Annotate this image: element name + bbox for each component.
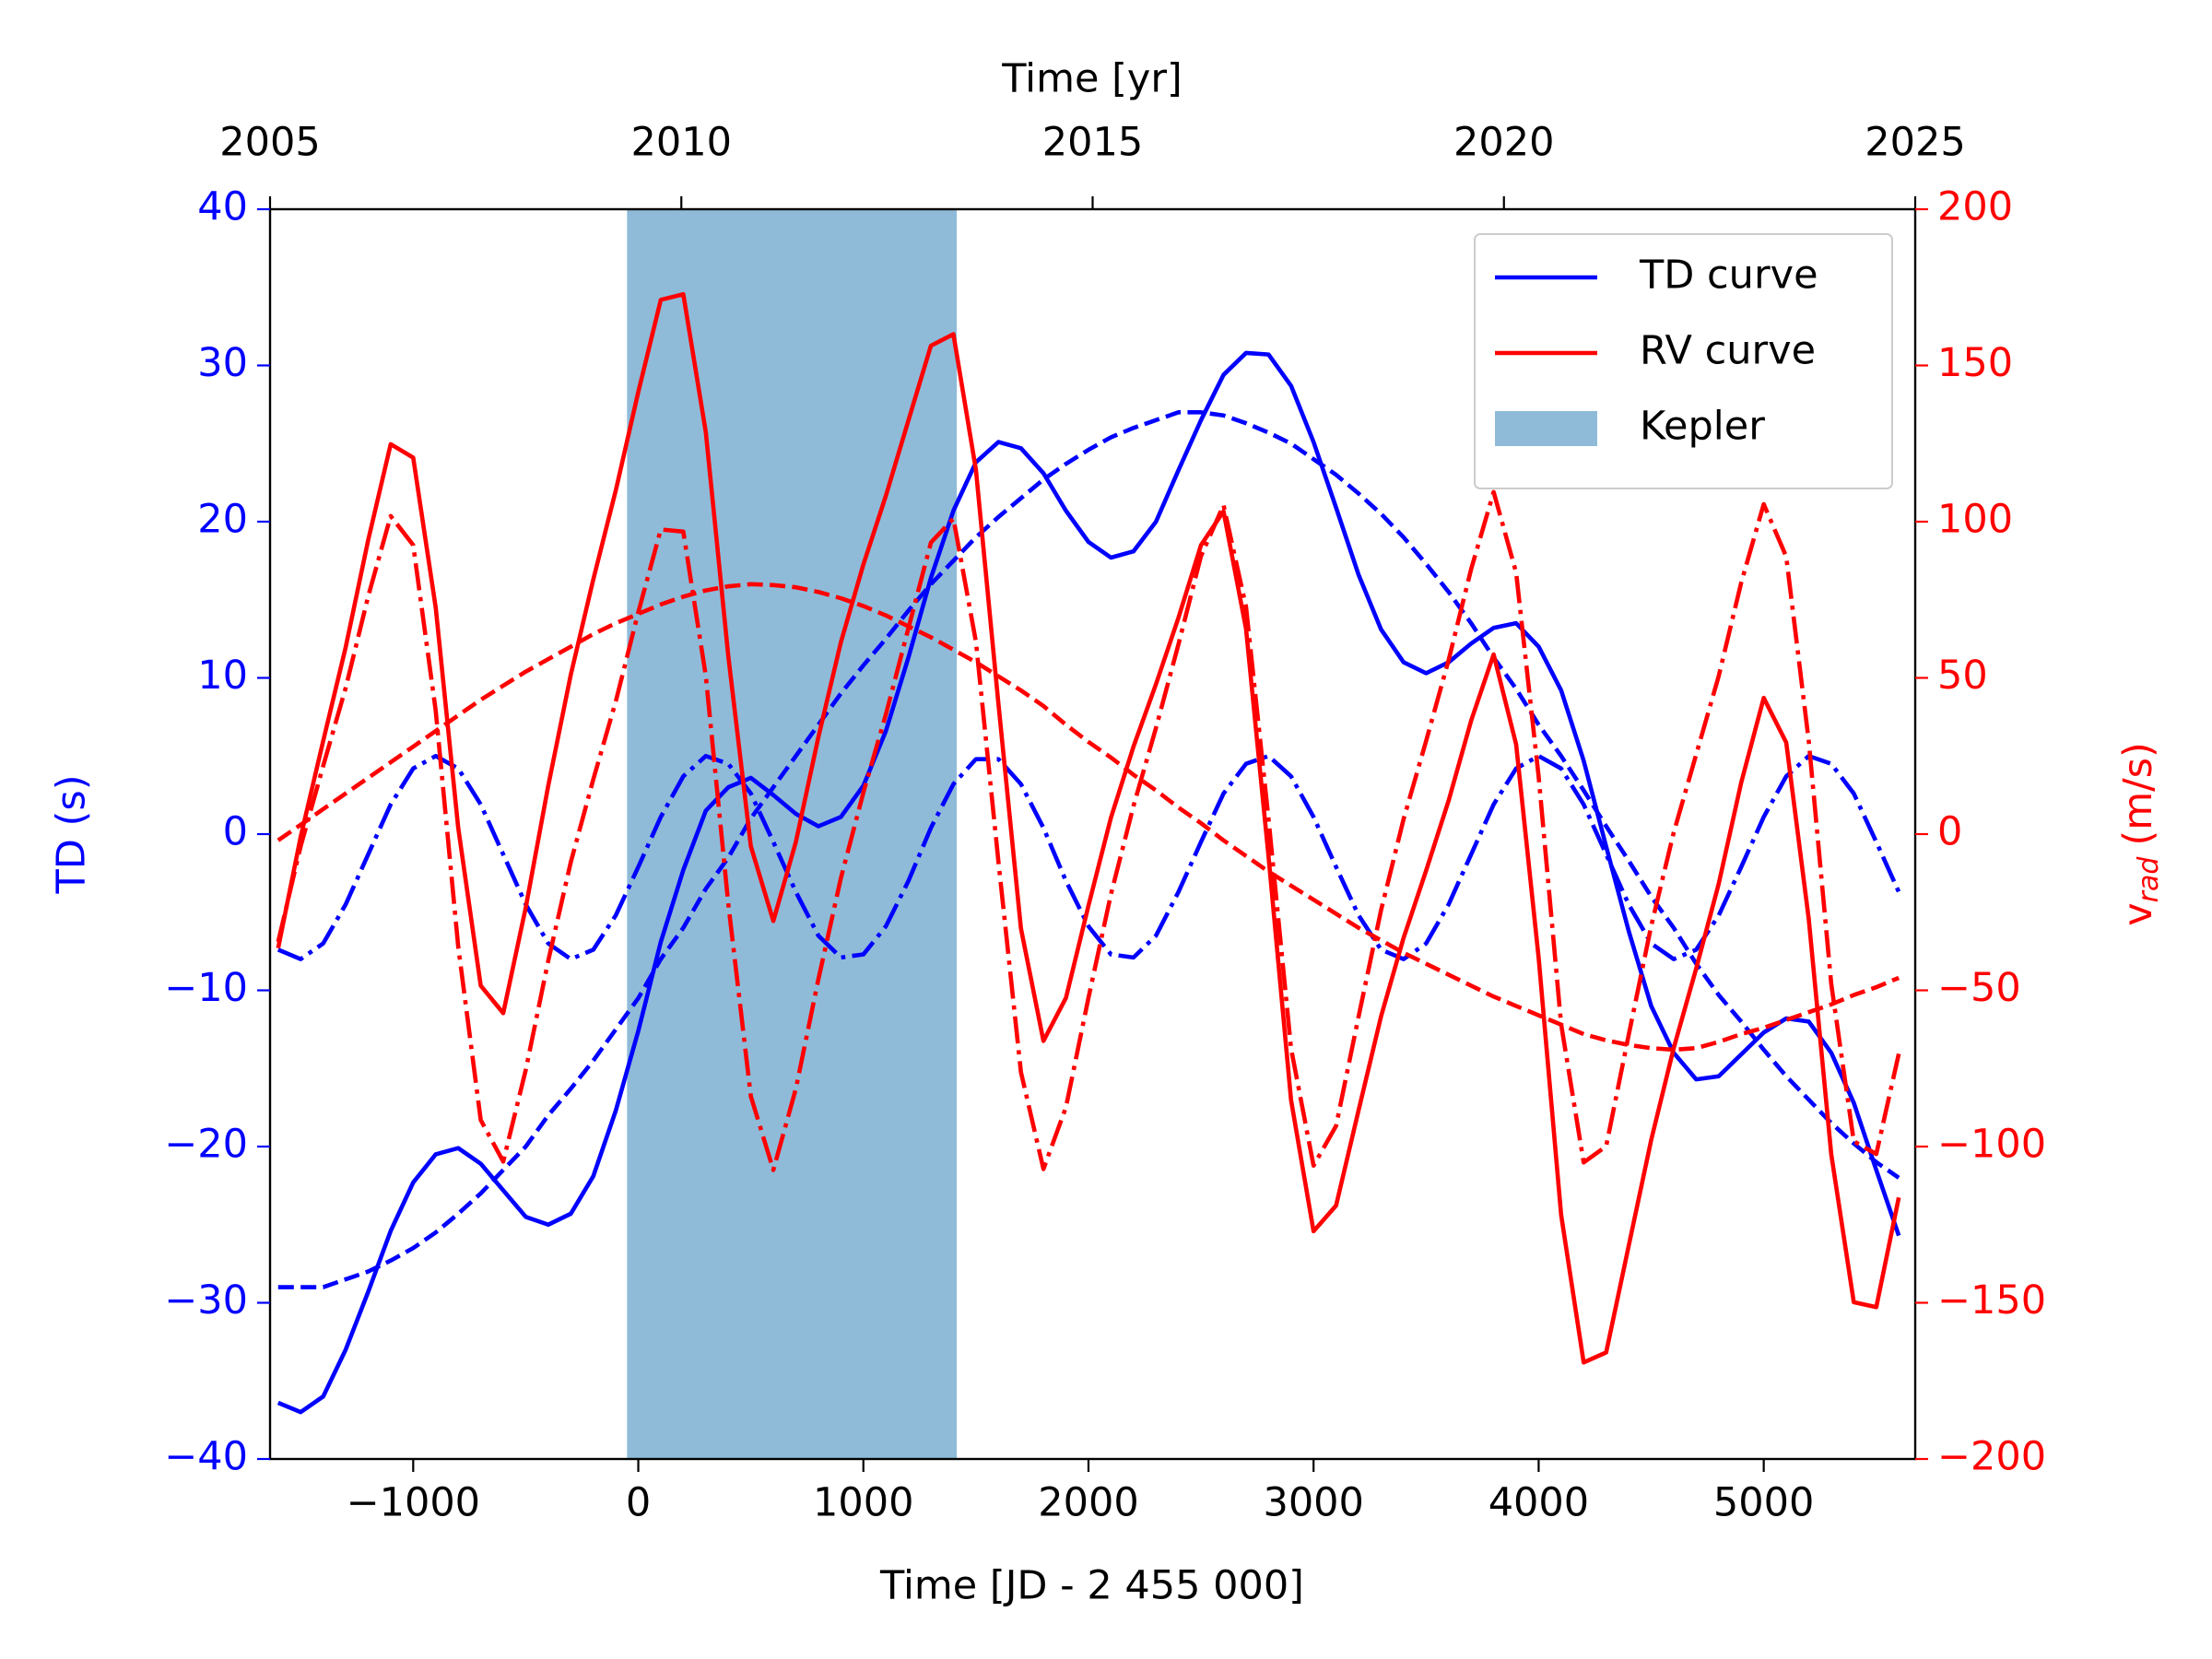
y2-tick-label: 100 (1937, 497, 2013, 543)
y2-tick-label: 200 (1937, 184, 2013, 230)
legend-label: RV curve (1640, 328, 1816, 374)
x-tick-label: 3000 (1263, 1480, 1363, 1526)
top-tick-label: 2010 (631, 120, 732, 166)
series-line (276, 753, 1901, 961)
series-line (276, 489, 1901, 1172)
top-tick-label: 2015 (1042, 120, 1143, 166)
legend-label: TD curve (1639, 253, 1818, 299)
top-tick-label: 2005 (219, 120, 320, 166)
top-axis-title: Time [yr] (1001, 56, 1182, 102)
series-line (276, 291, 1901, 1365)
series-line (276, 582, 1900, 1053)
y-tick-label: −40 (164, 1434, 248, 1480)
span-layer (627, 209, 958, 1459)
y-tick-label: 0 (223, 809, 248, 855)
y-tick-label: 40 (197, 184, 248, 230)
x-tick-label: 5000 (1713, 1480, 1814, 1526)
kepler-span (627, 209, 958, 1459)
top-tick-label: 2025 (1865, 120, 1965, 166)
y-tick-label: 20 (197, 497, 248, 543)
x-tick-label: 2000 (1038, 1480, 1138, 1526)
y-tick-label: −30 (164, 1277, 248, 1324)
y2-axis-subscript: rad (2133, 856, 2165, 903)
series-line (277, 410, 1900, 1289)
y2-tick-label: −50 (1937, 965, 2021, 1011)
x-tick-label: 4000 (1488, 1480, 1589, 1526)
x-tick-label: −1000 (347, 1480, 480, 1526)
y2-tick-label: 0 (1937, 809, 1962, 855)
y-tick-label: −20 (164, 1122, 248, 1168)
y2-tick-label: −100 (1937, 1122, 2046, 1168)
y-axis-title: TD (s) (49, 775, 95, 895)
y2-tick-label: 50 (1937, 653, 1988, 699)
y-tick-label: 30 (197, 340, 248, 386)
legend-swatch (1495, 411, 1597, 446)
top-tick-label: 2020 (1453, 120, 1554, 166)
y2-axis-symbol: v (2115, 902, 2161, 925)
legend: TD curve RV curve Kepler (1474, 233, 1893, 489)
y-tick-label: 10 (197, 653, 248, 699)
x-tick-label: 1000 (813, 1480, 913, 1526)
legend-label: Kepler (1640, 404, 1765, 450)
y2-tick-label: −200 (1937, 1434, 2046, 1480)
x-tick-label: 0 (626, 1480, 651, 1526)
y2-tick-label: 150 (1937, 340, 2013, 386)
y-tick-label: −10 (164, 965, 248, 1011)
series-line (276, 350, 1901, 1415)
x-axis-title: Time [JD - 2 455 000] (879, 1563, 1304, 1609)
y2-axis-title: vrad (m/s) (2115, 742, 2165, 926)
y2-tick-label: −150 (1937, 1277, 2046, 1324)
y2-axis-unit: (m/s) (2115, 742, 2161, 845)
lines-layer (276, 291, 1901, 1415)
